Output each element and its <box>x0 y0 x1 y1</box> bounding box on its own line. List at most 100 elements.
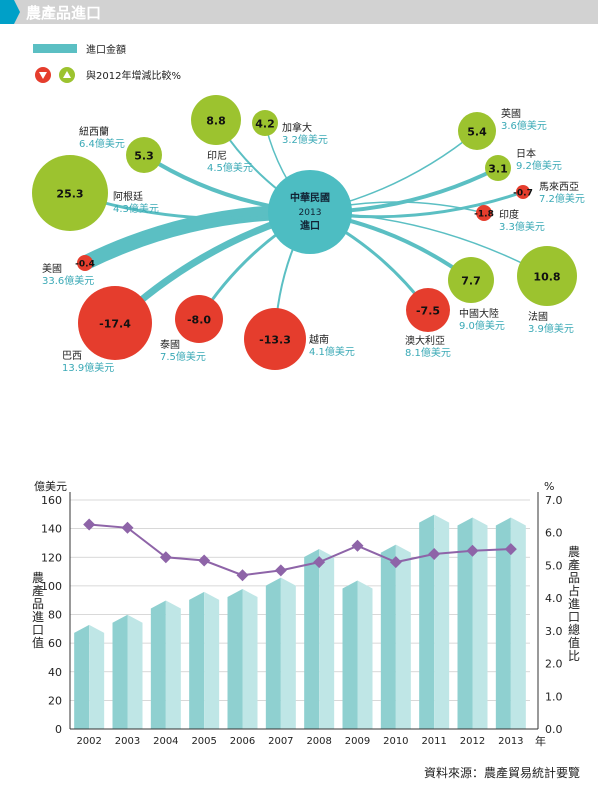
change-circle <box>78 286 152 360</box>
axis-label-char: 產 <box>568 557 580 572</box>
ratio-point <box>428 547 441 560</box>
axis-label-char: 占 <box>568 583 580 598</box>
country-amount: 9.2億美元 <box>516 159 562 172</box>
change-circle <box>517 246 577 306</box>
country-bubble: 8.8 印尼4.5億美元 <box>191 95 253 174</box>
bar-left-face <box>74 624 90 729</box>
x-tick-label: 2010 <box>383 736 408 747</box>
country-amount: 4.5億美元 <box>207 161 253 174</box>
bar-left-face <box>495 517 511 729</box>
bar <box>112 614 143 729</box>
bar-right-face <box>242 589 258 729</box>
country-name: 紐西蘭 <box>79 125 109 138</box>
bar-right-face <box>280 577 296 729</box>
country-bubble: -1.8 印度3.3億美元 <box>474 205 545 233</box>
x-tick-label: 2012 <box>460 736 485 747</box>
bar-right-face <box>319 548 335 729</box>
ratio-point <box>351 539 364 552</box>
change-circle <box>244 308 306 370</box>
bar <box>227 589 258 729</box>
ratio-line <box>89 523 511 577</box>
country-bubble: -13.3 越南4.1億美元 <box>244 308 355 370</box>
x-tick-label: 2009 <box>345 736 370 747</box>
right-axis-unit: % <box>544 480 554 493</box>
x-tick-label: 2002 <box>76 736 101 747</box>
country-name: 中國大陸 <box>459 307 499 320</box>
change-value: -13.3 <box>259 334 291 347</box>
legend-down-triangle-icon <box>39 72 47 79</box>
country-name: 印度 <box>499 208 519 221</box>
country-amount: 33.6億美元 <box>42 274 94 287</box>
header-arrow-icon <box>0 0 20 24</box>
country-amount: 3.3億美元 <box>499 220 545 233</box>
axis-label-char: 口 <box>32 623 44 637</box>
right-tick-label: 7.0 <box>545 494 563 507</box>
country-amount: 13.9億美元 <box>62 361 114 374</box>
header: 農產品進口 <box>0 0 598 24</box>
country-name: 澳大利亞 <box>405 334 445 347</box>
left-tick-label: 120 <box>41 551 62 564</box>
country-name: 印尼 <box>207 150 227 162</box>
header-bar <box>0 0 598 24</box>
chart-bars <box>74 514 526 729</box>
ratio-point <box>121 521 134 534</box>
country-bubble: 3.1 日本9.2億美元 <box>485 147 562 181</box>
right-tick-label: 2.0 <box>545 658 563 671</box>
bar-right-face <box>395 544 411 729</box>
hub-line3: 進口 <box>300 219 320 232</box>
x-tick-label: 2006 <box>230 736 255 747</box>
ratio-point <box>198 554 211 567</box>
axis-label-char: 值 <box>32 635 44 650</box>
bar <box>304 548 335 729</box>
hub-line2: 2013 <box>299 208 322 218</box>
left-tick-label: 20 <box>48 694 62 707</box>
bar-right-face <box>127 614 143 729</box>
bar-right-face <box>165 600 181 729</box>
bar <box>457 517 488 729</box>
change-circle <box>476 205 492 221</box>
bar <box>74 624 105 729</box>
change-circle <box>448 257 494 303</box>
change-value: -7.5 <box>416 305 440 318</box>
bar-left-face <box>380 544 396 729</box>
country-bubble: 10.8 法國3.9億美元 <box>517 246 577 335</box>
country-amount: 7.5億美元 <box>160 350 206 363</box>
axis-label-char: 值 <box>568 635 580 650</box>
change-value: -0.4 <box>75 260 95 270</box>
ratio-point <box>159 551 172 564</box>
x-tick-label: 2003 <box>115 736 140 747</box>
change-circle <box>191 95 241 145</box>
bar-right-face <box>89 624 105 729</box>
bar-right-face <box>510 517 526 729</box>
legend-change-label: 與2012年增減比較% <box>86 69 181 82</box>
x-tick-label: 2005 <box>191 736 216 747</box>
country-amount: 9.0億美元 <box>459 319 505 332</box>
bar <box>342 580 373 729</box>
x-axis-unit: 年 <box>535 734 546 748</box>
change-circle <box>406 288 450 332</box>
source-note: 資料來源：農產貿易統計要覽 <box>424 765 580 780</box>
axis-label-char: 總 <box>568 622 580 637</box>
country-name: 巴西 <box>62 350 82 362</box>
axis-label-char: 農 <box>568 545 580 559</box>
x-tick-label: 2004 <box>153 736 178 747</box>
bar-right-face <box>357 580 373 729</box>
right-tick-label: 1.0 <box>545 690 563 703</box>
right-tick-label: 0.0 <box>545 723 563 736</box>
ratio-point <box>83 518 96 531</box>
change-value: 25.3 <box>56 188 83 201</box>
country-name: 法國 <box>528 310 548 323</box>
change-circle <box>458 112 496 150</box>
change-circle <box>485 155 511 181</box>
import-chart: 億美元 % 0 20 40 60 80 100 120 140 160 0.0 1.0 2.0 3.0 4… <box>32 480 580 748</box>
country-amount: 8.1億美元 <box>405 346 451 359</box>
bar <box>150 600 181 729</box>
left-tick-label: 160 <box>41 494 62 507</box>
bar-left-face <box>457 517 473 729</box>
bar <box>189 591 220 729</box>
